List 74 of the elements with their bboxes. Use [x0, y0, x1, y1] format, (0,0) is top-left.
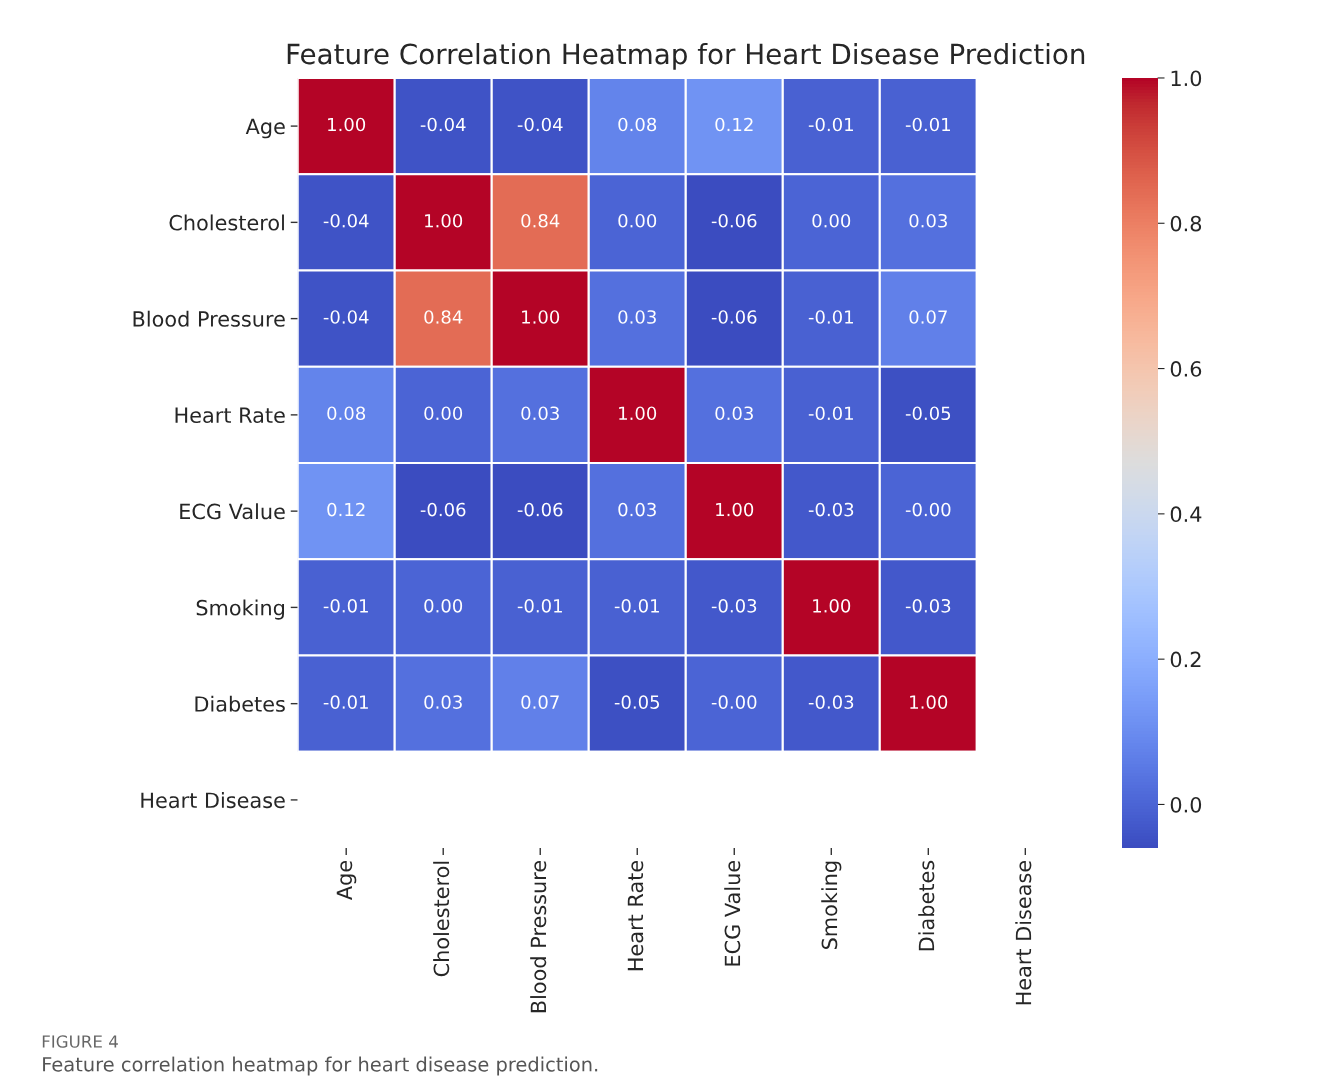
data-label: 0.08 [618, 117, 657, 132]
y-tick-label: Heart Rate [175, 407, 285, 424]
data-label: 1.00 [619, 406, 657, 421]
data-label: 1.00 [910, 695, 948, 709]
color-bar-label: 0.0 [1170, 796, 1202, 813]
y-tick-label: Diabetes [195, 695, 285, 712]
data-label: 0.03 [909, 213, 947, 228]
data-label: 0.12 [715, 117, 753, 132]
data-label: -0.00 [905, 502, 951, 517]
data-label: 1.00 [328, 117, 366, 132]
data-label: -0.01 [808, 310, 853, 324]
data-label: -0.04 [323, 310, 369, 324]
data-label: -0.06 [517, 502, 563, 517]
y-tick-label: ECG Value [180, 503, 285, 520]
data-label: 0.00 [424, 406, 463, 421]
data-label: 1.00 [716, 502, 754, 517]
y-tick-label: Smoking [196, 599, 284, 620]
data-label: 0.12 [327, 502, 365, 517]
data-label: 0.03 [715, 406, 753, 421]
data-label: -0.01 [323, 598, 368, 613]
y-tick-label: Heart Disease [141, 792, 285, 809]
data-label: 0.00 [424, 598, 463, 613]
data-label: -0.04 [420, 117, 466, 132]
x-tick-label: Heart Disease [1015, 860, 1032, 1005]
y-tick-label: Blood Pressure [133, 310, 285, 327]
data-label: 0.07 [521, 695, 559, 709]
data-label: -0.06 [711, 310, 757, 324]
data-label: -0.01 [808, 406, 853, 421]
data-label: -0.01 [808, 117, 853, 132]
x-tick-label: Diabetes [918, 860, 935, 951]
data-label: 0.03 [618, 310, 656, 324]
data-label: -0.01 [517, 598, 562, 613]
data-label: -0.06 [711, 213, 757, 228]
data-label: -0.01 [905, 117, 950, 132]
data-label: -0.03 [808, 695, 854, 709]
data-label: -0.01 [614, 598, 659, 613]
y-tick-label: Age [245, 118, 285, 139]
data-label: -0.04 [323, 213, 369, 228]
x-tick-label: Cholesterol [433, 861, 450, 977]
data-label: -0.03 [808, 502, 854, 517]
color-bar-label: 0.8 [1170, 215, 1202, 232]
data-label: 0.03 [618, 502, 656, 517]
x-tick-label: Smoking [821, 861, 842, 950]
data-label: 0.84 [521, 213, 560, 228]
data-label: 0.08 [327, 406, 366, 421]
data-label: 0.00 [812, 213, 851, 228]
data-label: -0.01 [323, 695, 368, 709]
data-label: -0.03 [711, 598, 757, 613]
x-tick-label: ECG Value [724, 860, 741, 966]
data-label: 1.00 [813, 598, 851, 613]
chart-title: Feature Correlation Heatmap for Heart Disease Prediction [287, 42, 1085, 70]
data-label: -0.06 [420, 502, 466, 517]
data-label: 1.00 [522, 310, 560, 324]
x-tick-label: Age [336, 860, 357, 900]
data-label: -0.04 [517, 117, 563, 132]
color-bar-label: 1.0 [1171, 70, 1202, 87]
x-tick-label: Heart Rate [627, 860, 644, 971]
color-bar-label: 0.2 [1170, 651, 1201, 668]
data-label: 1.00 [425, 213, 463, 228]
data-label: -0.05 [614, 695, 660, 709]
data-label: -0.03 [905, 598, 951, 613]
data-label: 0.84 [424, 310, 463, 324]
data-label: -0.05 [905, 406, 951, 421]
text: Feature correlation heatmap for heart disease prediction. [43, 1056, 598, 1076]
y-tick-label: Cholesterol [169, 214, 284, 231]
caption: FIGURE 4 [42, 1035, 118, 1048]
data-label: -0.00 [711, 695, 757, 709]
data-label: 0.03 [521, 406, 559, 421]
data-label: 0.03 [424, 695, 462, 709]
data-label: 0.00 [618, 213, 657, 228]
data-label: 0.07 [909, 310, 947, 324]
x-tick-label: Blood Pressure [530, 860, 547, 1013]
color-bar-label: 0.4 [1170, 506, 1202, 523]
color-bar-label: 0.6 [1170, 361, 1202, 377]
